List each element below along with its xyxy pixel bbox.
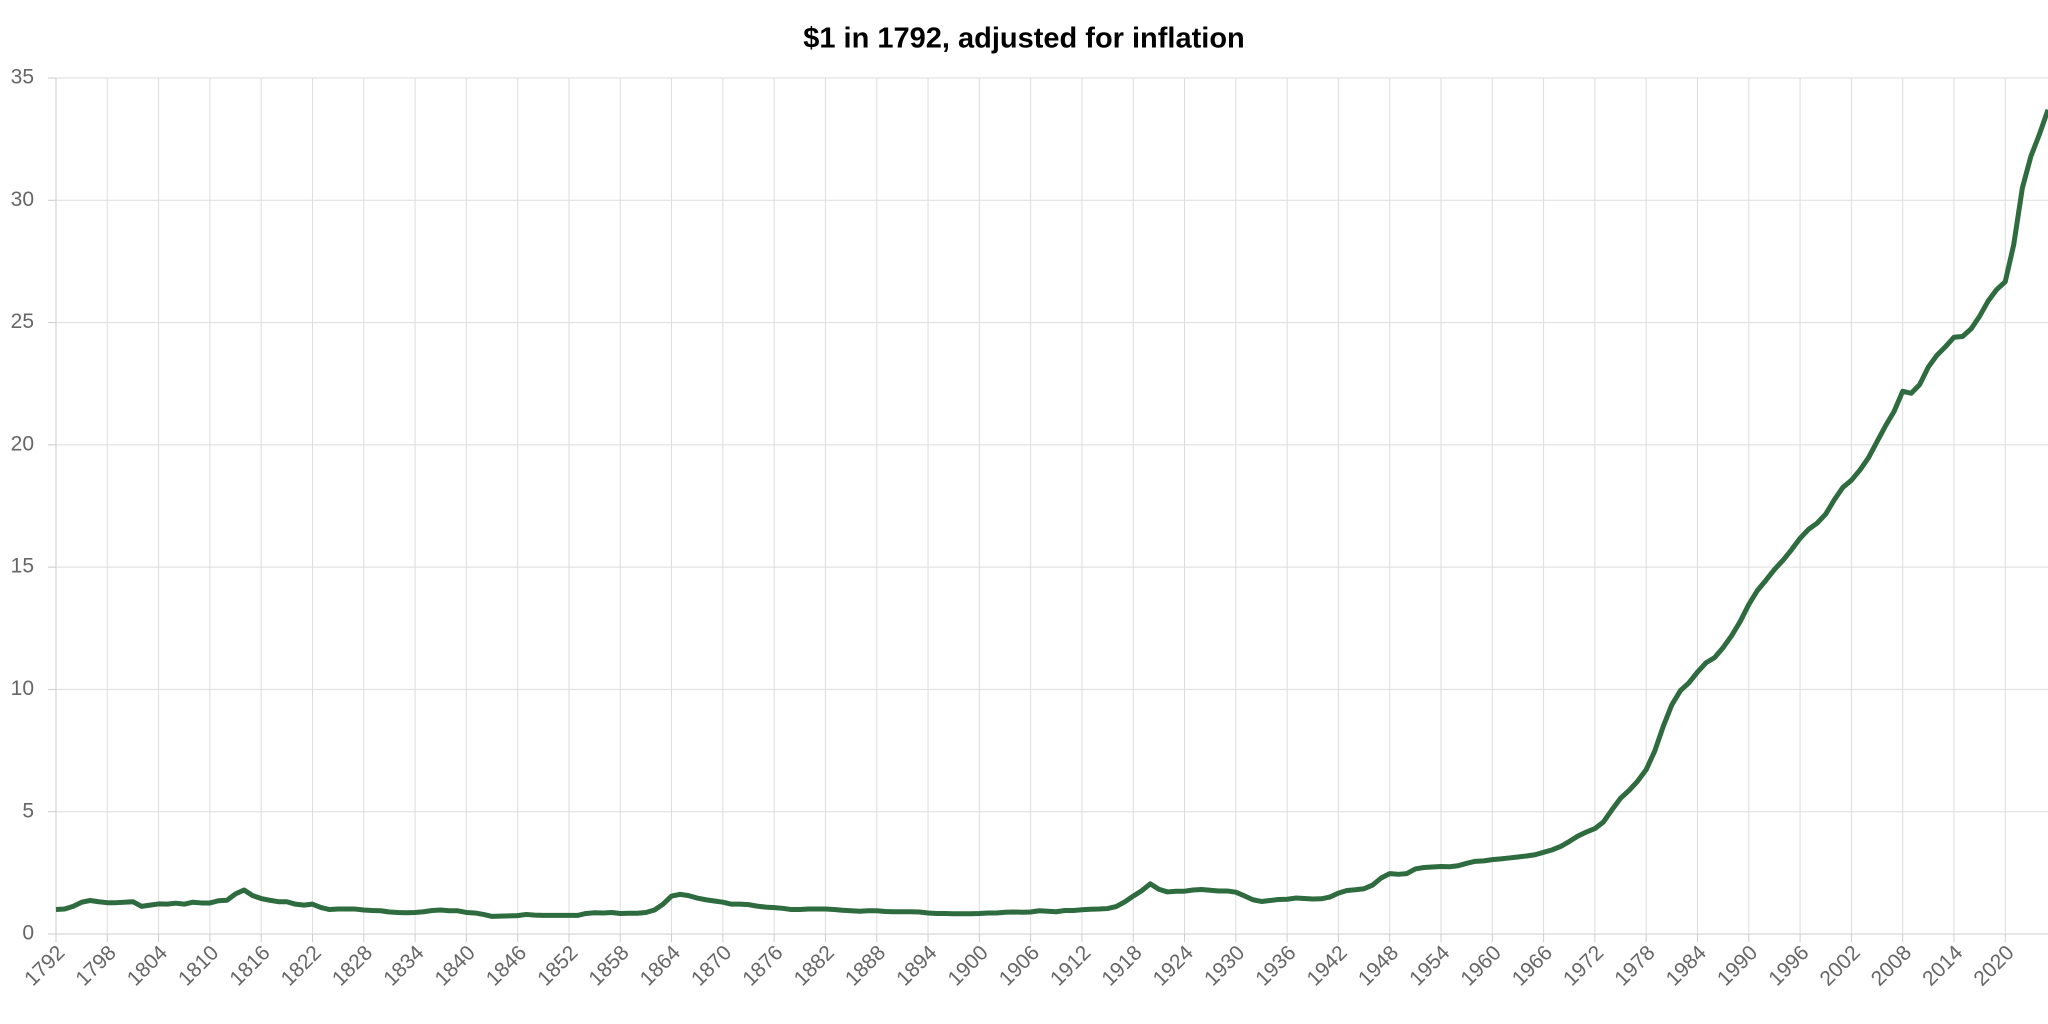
x-tick-label: 1930 (1200, 941, 1249, 990)
x-tick-label: 1948 (1354, 941, 1403, 990)
y-tick-label: 5 (22, 799, 34, 822)
x-tick-label: 1918 (1097, 941, 1146, 990)
x-tick-label: 1978 (1610, 941, 1659, 990)
x-tick-label: 1822 (277, 941, 326, 990)
x-tick-label: 1870 (687, 941, 736, 990)
x-tick-label: 2020 (1969, 941, 2018, 990)
x-tick-label: 1876 (738, 941, 787, 990)
x-tick-label: 1852 (533, 941, 582, 990)
x-tick-label: 1840 (431, 941, 480, 990)
x-tick-label: 1906 (995, 941, 1044, 990)
y-tick-label: 10 (11, 677, 34, 700)
x-tick-label: 1900 (943, 941, 992, 990)
x-tick-label: 1966 (1508, 941, 1557, 990)
x-tick-label: 1798 (71, 941, 120, 990)
line (55, 108, 2048, 919)
x-tick-label: 1924 (1149, 941, 1199, 991)
x-tick-label: 1834 (379, 941, 429, 991)
x-tick-label: 1810 (174, 941, 223, 990)
x-tick-label: 1984 (1662, 941, 1712, 991)
x-tick-label: 1936 (1251, 941, 1300, 990)
y-tick-label: 20 (11, 432, 34, 455)
x-tick-label: 2002 (1816, 941, 1865, 990)
x-tick-label: 1816 (225, 941, 274, 990)
x-tick-label: 1864 (636, 941, 686, 991)
x-tick-label: 2014 (1918, 941, 1968, 991)
chart-title: $1 in 1792, adjusted for inflation (803, 23, 1245, 55)
x-tick-label: 1972 (1559, 941, 1608, 990)
x-tick-label: 1804 (123, 941, 173, 991)
x-tick-label: 2008 (1867, 941, 1916, 990)
y-tick-label: 25 (11, 310, 34, 333)
x-tick-label: 1960 (1456, 941, 1505, 990)
y-tick-label: 30 (11, 188, 34, 211)
x-tick-label: 1954 (1405, 941, 1455, 991)
x-tick-label: 1990 (1713, 941, 1762, 990)
x-tick-label: 1894 (892, 941, 942, 991)
x-tick-label: 1996 (1764, 941, 1813, 990)
x-tick-label: 1882 (790, 941, 839, 990)
x-tick-label: 1858 (584, 941, 633, 990)
x-tick-label: 1912 (1046, 941, 1095, 990)
x-tick-label: 1792 (20, 941, 69, 990)
x-tick-label: 1942 (1303, 941, 1352, 990)
y-tick-label: 0 (22, 922, 34, 945)
y-tick-label: 35 (11, 66, 34, 89)
x-tick-label: 1846 (482, 941, 531, 990)
x-tick-label: 1888 (841, 941, 890, 990)
y-tick-label: 15 (11, 555, 34, 578)
x-tick-label: 1828 (328, 941, 377, 990)
